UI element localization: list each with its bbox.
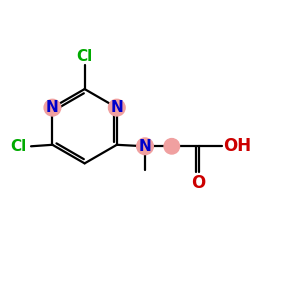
Text: Cl: Cl [76,49,93,64]
Text: N: N [139,139,152,154]
Circle shape [164,139,179,154]
Circle shape [109,99,125,116]
Text: OH: OH [223,137,251,155]
Text: N: N [46,100,59,115]
Text: N: N [110,100,123,115]
Circle shape [137,138,153,154]
Text: O: O [191,174,206,192]
Text: Cl: Cl [10,139,27,154]
Circle shape [44,99,61,116]
